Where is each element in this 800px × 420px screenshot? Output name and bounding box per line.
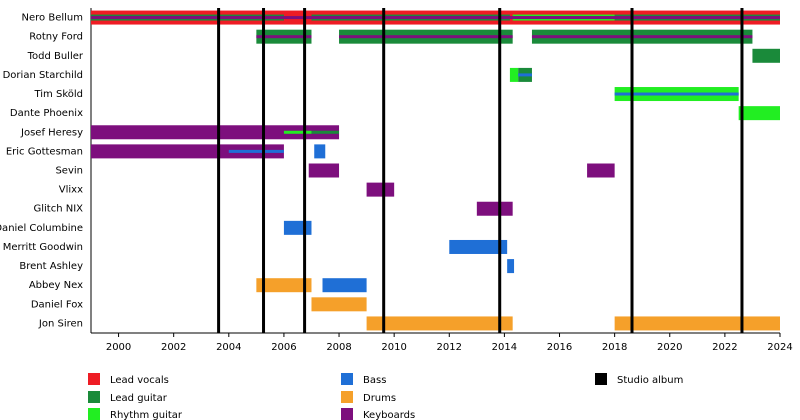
x-tick-label: 2004	[216, 342, 241, 353]
role-bar	[308, 163, 340, 178]
role-bar	[752, 48, 780, 63]
member-name: Daniel Fox	[31, 299, 83, 310]
legend-swatch	[88, 408, 100, 420]
role-bar	[311, 297, 367, 312]
legend-swatch	[341, 408, 353, 420]
role-bar	[311, 130, 340, 134]
role-bar	[283, 130, 312, 134]
role-bar	[91, 144, 284, 159]
role-bar	[509, 67, 519, 82]
legend-label: Bass	[363, 375, 386, 386]
role-bar	[314, 144, 326, 159]
legend-swatch	[88, 391, 100, 403]
member-name: Daniel Columbine	[0, 223, 83, 234]
x-tick-label: 2010	[381, 342, 406, 353]
role-bar	[91, 125, 340, 140]
member-name: Glitch NIX	[33, 204, 83, 215]
role-bar	[228, 149, 284, 153]
member-name: Todd Buller	[27, 51, 84, 62]
role-bar	[256, 278, 312, 293]
role-bar	[449, 239, 508, 254]
x-tick-label: 2012	[437, 342, 462, 353]
member-name: Tim Sköld	[33, 89, 83, 100]
role-bar	[322, 278, 367, 293]
role-bar	[531, 35, 753, 39]
role-bar	[256, 35, 312, 39]
x-tick-label: 2022	[712, 342, 737, 353]
legend-label: Rhythm guitar	[110, 410, 183, 420]
member-name: Nero Bellum	[22, 13, 83, 24]
x-tick-label: 2008	[326, 342, 351, 353]
role-bar	[507, 259, 515, 274]
member-name: Abbey Nex	[29, 280, 83, 291]
x-tick-label: 2018	[602, 342, 627, 353]
role-bar	[91, 16, 780, 20]
legend-label: Studio album	[617, 375, 683, 386]
legend-label: Keyboards	[363, 410, 415, 420]
legend-label: Lead guitar	[110, 393, 168, 404]
role-bar	[587, 163, 615, 178]
role-bar	[614, 92, 739, 96]
role-bar	[339, 35, 513, 39]
member-name: Jon Siren	[38, 318, 83, 329]
role-bar	[366, 182, 395, 197]
legend-swatch	[341, 373, 353, 385]
x-tick-label: 2014	[492, 342, 517, 353]
legend-label: Drums	[363, 393, 396, 404]
x-tick-label: 2002	[161, 342, 186, 353]
member-name: Sevin	[55, 166, 83, 177]
x-tick-label: 2006	[271, 342, 296, 353]
x-tick-label: 2016	[547, 342, 572, 353]
legend-swatch	[595, 373, 607, 385]
legend-label: Lead vocals	[110, 375, 169, 386]
member-name: Vlixx	[59, 185, 83, 196]
legend-swatch	[88, 373, 100, 385]
member-name: Brent Ashley	[19, 261, 83, 272]
role-bar	[476, 201, 513, 216]
role-bar	[738, 106, 780, 121]
member-name: Dorian Starchild	[3, 70, 83, 81]
x-tick-label: 2000	[106, 342, 131, 353]
role-bar	[283, 220, 312, 235]
member-name: Eric Gottesman	[6, 146, 83, 157]
x-tick-label: 2020	[657, 342, 682, 353]
member-name: Dante Phoenix	[10, 108, 83, 119]
member-name: Rotny Ford	[29, 32, 83, 43]
member-name: Merritt Goodwin	[3, 242, 83, 253]
x-tick-label: 2024	[767, 342, 792, 353]
role-bar	[518, 73, 532, 77]
role-bar	[614, 316, 780, 331]
legend-swatch	[341, 391, 353, 403]
member-name: Josef Heresy	[20, 127, 83, 138]
role-bar	[366, 316, 513, 331]
